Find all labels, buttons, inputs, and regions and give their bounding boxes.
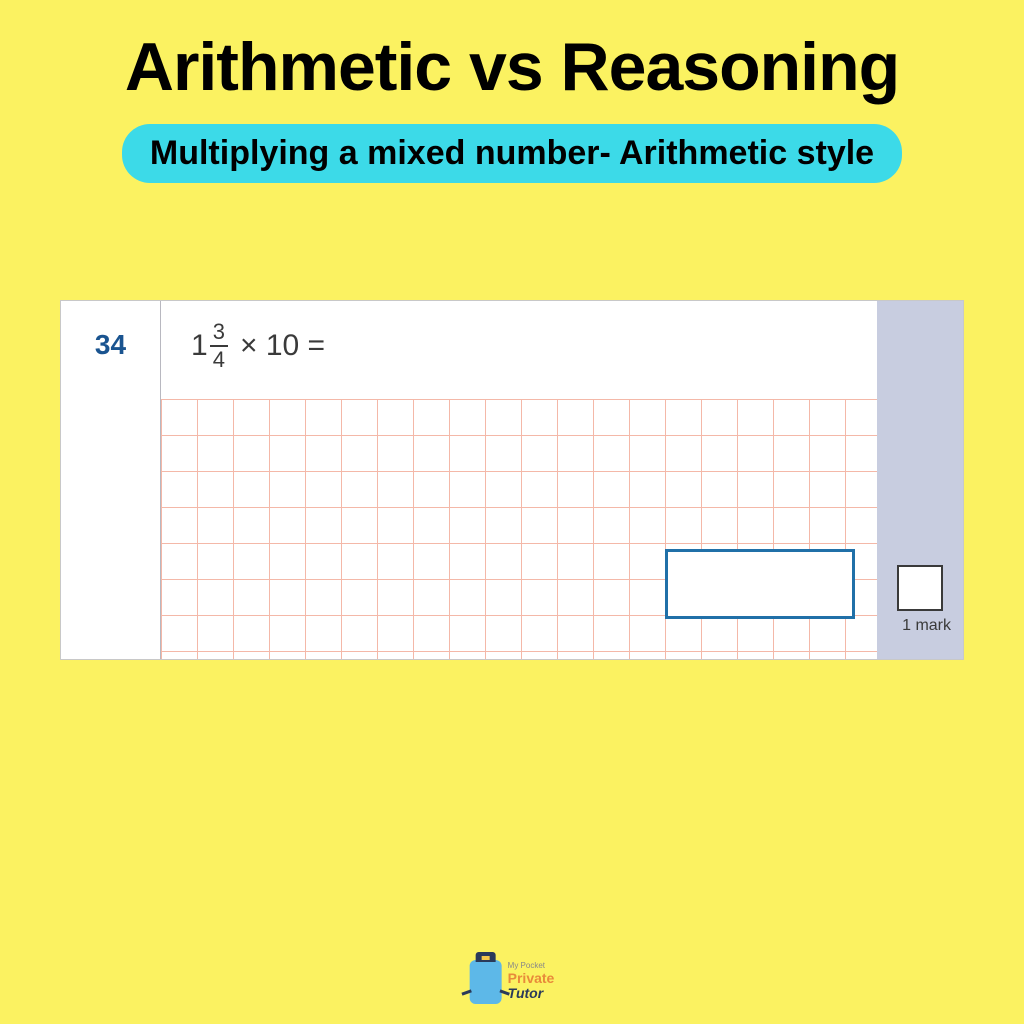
logo-line3: Tutor bbox=[508, 986, 555, 1001]
multiplier: 10 bbox=[266, 329, 299, 362]
subtitle-container: Multiplying a mixed number- Arithmetic s… bbox=[0, 124, 1024, 183]
question-main-area: 1 3 4 × 10 = bbox=[161, 301, 877, 659]
times-expression: × 10 = bbox=[240, 329, 325, 363]
equals-sign: = bbox=[308, 329, 326, 362]
times-operator: × bbox=[240, 329, 258, 362]
working-grid bbox=[161, 399, 877, 659]
logo-line2: Private bbox=[508, 971, 555, 986]
question-number: 34 bbox=[61, 329, 160, 361]
subtitle-pill: Multiplying a mixed number- Arithmetic s… bbox=[122, 124, 902, 183]
logo: My Pocket Private Tutor bbox=[470, 960, 555, 1004]
logo-mascot-icon bbox=[470, 960, 502, 1004]
whole-part: 1 bbox=[191, 329, 208, 363]
mark-column: 1 mark bbox=[877, 301, 963, 659]
question-number-column: 34 bbox=[61, 301, 161, 659]
main-title: Arithmetic vs Reasoning bbox=[0, 0, 1024, 106]
mixed-number: 1 3 4 bbox=[191, 321, 228, 371]
denominator: 4 bbox=[210, 347, 228, 371]
mark-label: 1 mark bbox=[902, 617, 951, 635]
mark-box bbox=[897, 565, 943, 611]
equation: 1 3 4 × 10 = bbox=[191, 321, 325, 371]
logo-text: My Pocket Private Tutor bbox=[508, 962, 555, 1002]
answer-box[interactable] bbox=[665, 549, 855, 619]
question-card: 34 1 3 4 × 10 = 1 mark bbox=[60, 300, 964, 660]
numerator: 3 bbox=[210, 321, 228, 347]
fraction: 3 4 bbox=[210, 321, 228, 371]
